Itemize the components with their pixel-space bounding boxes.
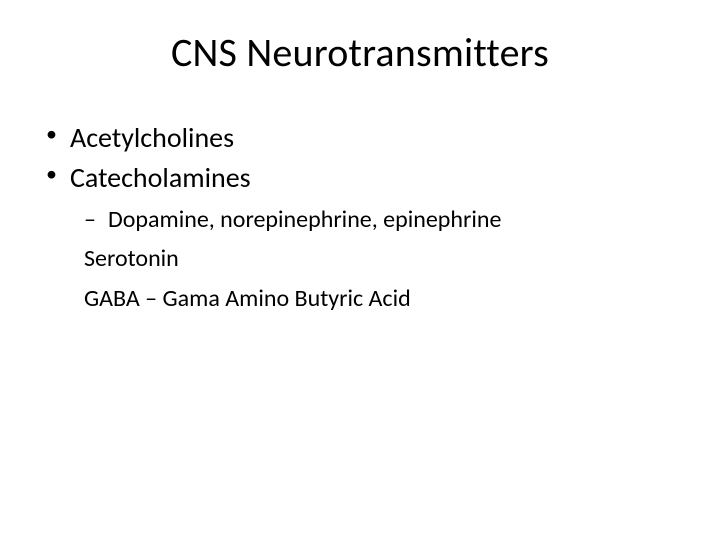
slide-container: CNS Neurotransmitters Acetylcholines Cat… — [0, 0, 720, 540]
bullet-level1: Acetylcholines — [40, 119, 680, 157]
bullet-level2: GABA – Gama Amino Butyric Acid — [40, 282, 680, 316]
bullet-level2: Dopamine, norepinephrine, epinephrine — [40, 203, 680, 237]
slide-title: CNS Neurotransmitters — [40, 28, 680, 77]
bullet-level1: Catecholamines — [40, 159, 680, 197]
bullet-level2: Serotonin — [40, 242, 680, 276]
